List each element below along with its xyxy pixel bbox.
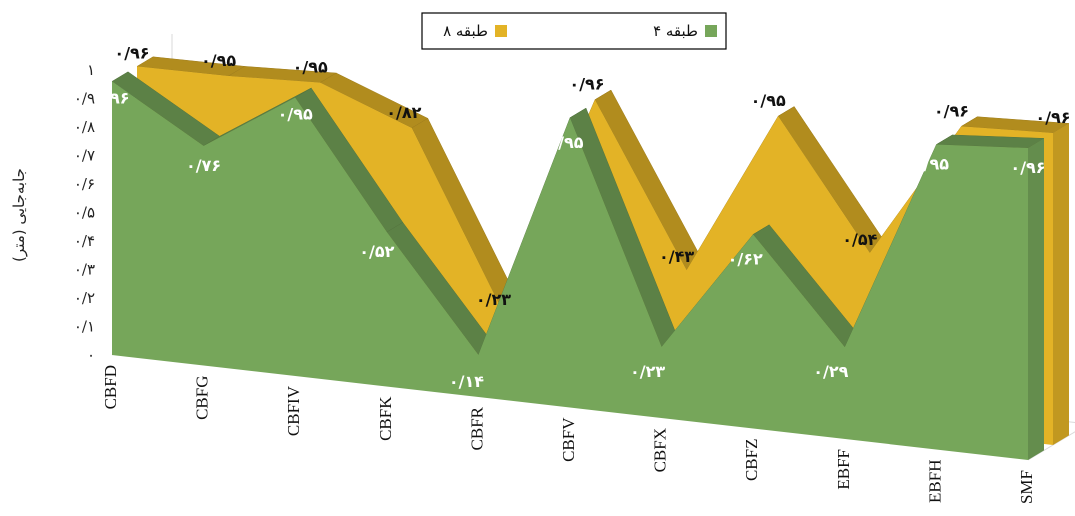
y-tick-label: ۰/۹: [74, 90, 95, 108]
category-label: CBFR: [467, 406, 486, 450]
series-front-face: [112, 81, 1028, 461]
data-label: ۰/۵۴: [842, 230, 877, 249]
legend-swatch: [705, 25, 717, 37]
category-label: CBFZ: [742, 439, 761, 482]
data-label: ۰/۹۵: [751, 91, 786, 110]
y-axis-label: جابه‌جایی (متر): [10, 168, 28, 262]
data-label: ۰/۹۶: [569, 75, 604, 94]
y-tick-label: ۰/۸: [74, 118, 95, 136]
data-label: ۰/۹۵: [914, 155, 949, 174]
y-tick-label: ۰/۳: [74, 261, 95, 279]
data-label: ۰/۴۳: [659, 247, 694, 266]
series-side-face: [1053, 123, 1069, 446]
category-label: SMF: [1017, 470, 1036, 504]
legend-label: ۸ طبقه: [443, 22, 488, 40]
data-label: ۰/۲۳: [476, 290, 511, 309]
data-label: ۰/۹۵: [201, 51, 236, 70]
y-tick-label: ۰/۱: [74, 318, 95, 336]
data-label: ۰/۹۶: [1010, 158, 1045, 177]
data-label: ۰/۹۶: [934, 101, 969, 120]
y-tick-label: ۰/۲: [74, 289, 95, 307]
y-tick-label: ۰/۵: [74, 204, 95, 222]
y-tick-label: ۰: [87, 346, 95, 364]
y-tick-label: ۰/۷: [74, 147, 95, 165]
data-label: ۰/۷۶: [186, 156, 221, 175]
data-label: ۰/۹۶: [114, 43, 149, 62]
y-tick-label: ۰/۴: [74, 232, 95, 250]
category-label: CBFK: [376, 396, 395, 441]
data-label: ۰/۶۲: [728, 249, 763, 268]
category-label: CBFV: [559, 417, 578, 462]
category-label: CBFX: [651, 428, 670, 472]
data-label: ۰/۱۴: [449, 372, 484, 391]
legend-swatch: [495, 25, 507, 37]
data-label: ۰/۵۲: [359, 242, 394, 261]
legend-box: [421, 12, 727, 50]
legend-label: ۴ طبقه: [653, 22, 698, 40]
data-label: ۰/۹۶: [1035, 108, 1070, 127]
data-label: ۰/۸۲: [386, 103, 421, 122]
series-0-group: [111, 71, 1045, 461]
data-label: ۰/۹۵: [293, 58, 328, 77]
data-label: ۰/۲۳: [630, 362, 665, 381]
category-label: EBFH: [925, 460, 944, 503]
category-label: CBFG: [193, 376, 212, 420]
legend: ۴ طبقه ۸ طبقه: [421, 12, 727, 50]
data-label: ۰/۲۹: [813, 362, 848, 381]
y-tick-label: ۰/۶: [74, 175, 95, 193]
data-label: ۰/۹۵: [548, 133, 583, 152]
floor-right-edge: [1027, 431, 1075, 461]
category-label: CBFIV: [284, 385, 303, 436]
data-label: ۰/۹۶: [94, 88, 129, 107]
category-label: EBFF: [834, 449, 853, 490]
data-label: ۰/۹۵: [278, 105, 313, 124]
y-tick-label: ۱: [87, 61, 95, 79]
category-label: CBFD: [101, 365, 120, 409]
series-side-face: [1028, 138, 1044, 460]
